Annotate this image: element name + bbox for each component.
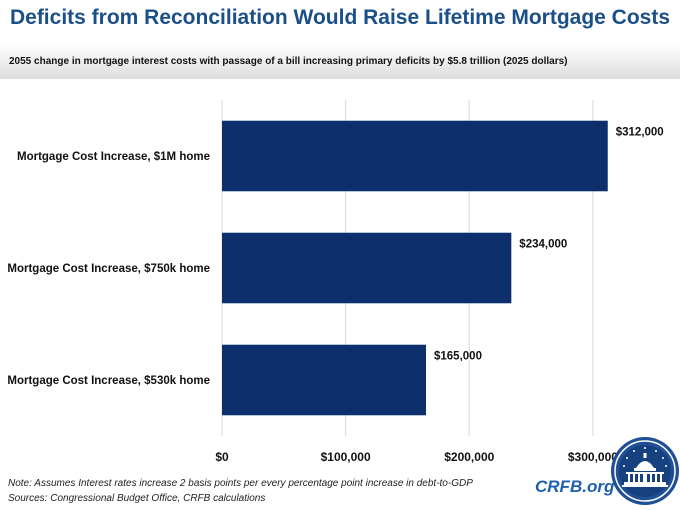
sources-note: Sources: Congressional Budget Office, CR… [8,493,266,504]
x-tick-label: $0 [215,450,229,464]
chart-subtitle-band: 2055 change in mortgage interest costs w… [0,45,680,79]
category-labels: Mortgage Cost Increase, $1M home Mortgage… [7,151,210,387]
category-label: Mortgage Cost Increase, $1M home [17,151,210,163]
data-label: $312,000 [616,127,664,139]
x-tick-label: $300,000 [568,450,618,464]
data-label: $234,000 [519,239,567,251]
bar [222,232,512,304]
data-labels: $312,000 $234,000 $165,000 [434,127,664,363]
x-tick-label: $200,000 [444,450,494,464]
chart-title: Deficits from Reconciliation Would Raise… [9,6,671,29]
capitol-seal-icon [611,437,679,505]
data-label: $165,000 [434,351,482,363]
category-label: Mortgage Cost Increase, $530k home [7,375,210,387]
x-tick-label: $100,000 [321,450,371,464]
bar-chart: Mortgage Cost Increase, $1M home Mortgage… [7,100,664,464]
footnote: Note: Assumes Interest rates increase 2 … [8,478,473,489]
chart-subtitle: 2055 change in mortgage interest costs w… [9,56,568,67]
brand-link[interactable]: CRFB.org [535,477,615,496]
x-tick-labels: $0 $100,000 $200,000 $300,000 [215,450,618,464]
bar [222,120,608,192]
bars [222,120,608,416]
category-label: Mortgage Cost Increase, $750k home [7,263,210,275]
bar [222,344,426,416]
